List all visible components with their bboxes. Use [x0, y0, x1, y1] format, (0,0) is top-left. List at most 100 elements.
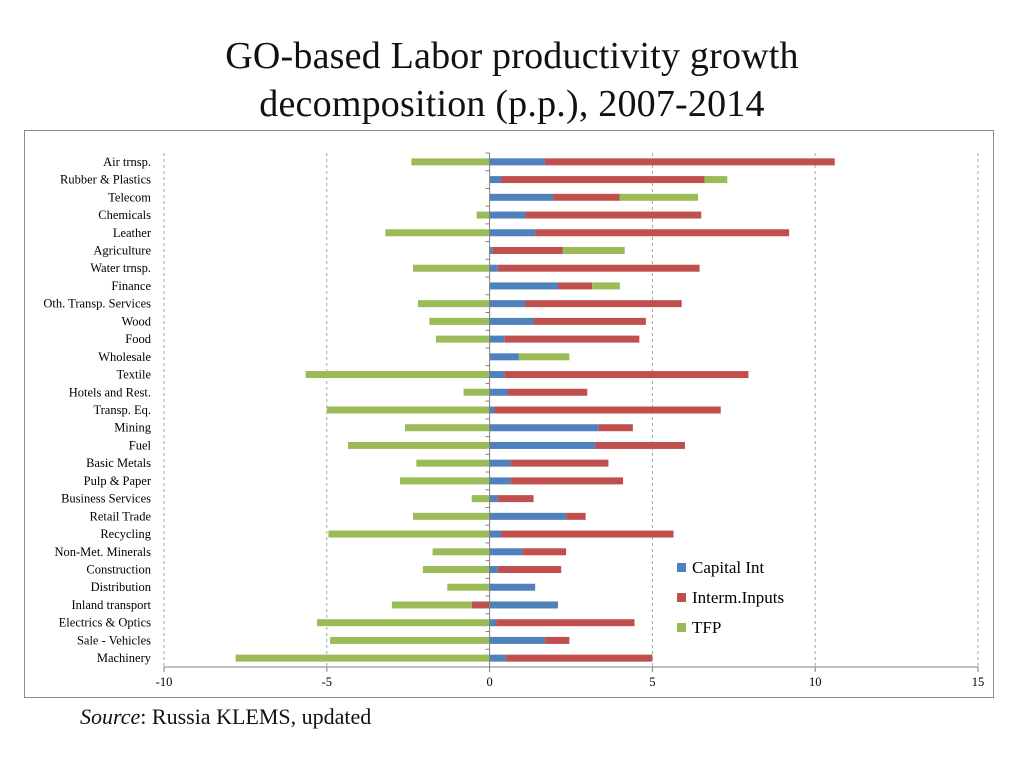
- bar-capital-int: [489, 406, 495, 414]
- legend-label: Interm.Inputs: [692, 588, 784, 607]
- bar-capital-int: [489, 619, 497, 627]
- legend-swatch: [677, 563, 686, 572]
- x-tick-label: 10: [809, 675, 822, 689]
- legend-label: TFP: [692, 618, 721, 637]
- bar-capital-int: [489, 211, 526, 219]
- category-label: Sale - Vehicles: [77, 633, 151, 647]
- bar-tfp: [330, 636, 490, 644]
- legend-swatch: [677, 593, 686, 602]
- bar-interm-inputs: [492, 246, 563, 254]
- category-label: Air trnsp.: [103, 155, 151, 169]
- bar-tfp: [317, 619, 490, 627]
- bar-tfp: [413, 264, 490, 272]
- category-label: Basic Metals: [86, 456, 151, 470]
- category-label: Wholesale: [98, 350, 151, 364]
- title-line-1: GO-based Labor productivity growth: [225, 35, 799, 77]
- bar-capital-int: [489, 530, 501, 538]
- bar-capital-int: [489, 459, 511, 467]
- bar-interm-inputs: [553, 193, 620, 201]
- bar-tfp: [347, 441, 490, 449]
- category-label: Chemicals: [98, 208, 151, 222]
- bar-interm-inputs: [544, 158, 835, 166]
- bar-tfp: [404, 424, 490, 432]
- bar-capital-int: [489, 335, 505, 343]
- category-label: Retail Trade: [90, 509, 152, 523]
- bar-capital-int: [489, 300, 526, 308]
- bar-interm-inputs: [471, 601, 490, 609]
- bar-capital-int: [489, 176, 501, 184]
- bar-capital-int: [489, 441, 596, 449]
- bar-interm-inputs: [505, 654, 653, 662]
- category-label: Food: [125, 332, 151, 346]
- bar-interm-inputs: [535, 229, 790, 237]
- bar-capital-int: [489, 353, 519, 361]
- bar-tfp: [463, 388, 490, 396]
- bar-tfp: [422, 566, 490, 574]
- x-tick-label: -5: [322, 675, 332, 689]
- bar-capital-int: [489, 317, 534, 325]
- category-label: Agriculture: [93, 243, 151, 257]
- bar-interm-inputs: [525, 211, 702, 219]
- bar-interm-inputs: [500, 530, 674, 538]
- bar-interm-inputs: [566, 512, 586, 520]
- bar-capital-int: [489, 495, 498, 503]
- category-label: Telecom: [108, 190, 151, 204]
- bar-interm-inputs: [497, 566, 562, 574]
- bar-interm-inputs: [497, 264, 700, 272]
- bar-tfp: [432, 548, 490, 556]
- bar-capital-int: [489, 371, 505, 379]
- bar-tfp: [413, 512, 490, 520]
- bar-tfp: [471, 495, 490, 503]
- slide-title: GO-based Labor productivity growth decom…: [0, 32, 1024, 128]
- bar-tfp: [385, 229, 490, 237]
- category-label: Pulp & Paper: [84, 474, 152, 488]
- bar-interm-inputs: [557, 282, 593, 290]
- legend-label: Capital Int: [692, 558, 765, 577]
- bar-tfp: [328, 530, 490, 538]
- bar-capital-int: [489, 424, 599, 432]
- bar-capital-int: [489, 601, 558, 609]
- bar-tfp: [416, 459, 490, 467]
- bar-capital-int: [489, 282, 558, 290]
- chart-frame: Air trnsp. Rubber & Plastics Telecom Chemic…: [24, 130, 994, 698]
- bar-interm-inputs: [500, 176, 705, 184]
- bar-interm-inputs: [504, 371, 749, 379]
- x-tick-label: 15: [972, 675, 985, 689]
- bar-tfp: [447, 583, 490, 591]
- bar-tfp: [619, 193, 698, 201]
- legend-swatch: [677, 623, 686, 632]
- bar-interm-inputs: [598, 424, 633, 432]
- bar-capital-int: [489, 193, 554, 201]
- category-label: Business Services: [61, 492, 151, 506]
- bar-interm-inputs: [510, 459, 609, 467]
- bar-tfp: [476, 211, 490, 219]
- category-label: Electrics & Optics: [59, 616, 151, 630]
- category-label: Transp. Eq.: [93, 403, 151, 417]
- category-label: Leather: [113, 226, 152, 240]
- bar-tfp: [305, 371, 490, 379]
- bar-capital-int: [489, 158, 545, 166]
- bar-interm-inputs: [544, 636, 570, 644]
- bar-interm-inputs: [595, 441, 685, 449]
- category-label: Distribution: [91, 580, 152, 594]
- category-label: Wood: [121, 314, 151, 328]
- category-label: Machinery: [97, 651, 152, 665]
- bar-tfp: [326, 406, 490, 414]
- category-label: Water trnsp.: [90, 261, 151, 275]
- bar-interm-inputs: [522, 548, 567, 556]
- bar-capital-int: [489, 654, 506, 662]
- bar-interm-inputs: [525, 300, 682, 308]
- bar-capital-int: [489, 264, 498, 272]
- bar-capital-int: [489, 583, 536, 591]
- bar-tfp: [435, 335, 490, 343]
- bar-capital-int: [489, 636, 545, 644]
- category-label: Non-Met. Minerals: [54, 545, 151, 559]
- category-label: Rubber & Plastics: [60, 173, 151, 187]
- bar-capital-int: [489, 388, 508, 396]
- bar-capital-int: [489, 548, 523, 556]
- bar-tfp: [518, 353, 570, 361]
- bar-tfp: [429, 317, 490, 325]
- bar-tfp: [704, 176, 728, 184]
- bar-capital-int: [489, 246, 493, 254]
- bar-tfp: [400, 477, 490, 485]
